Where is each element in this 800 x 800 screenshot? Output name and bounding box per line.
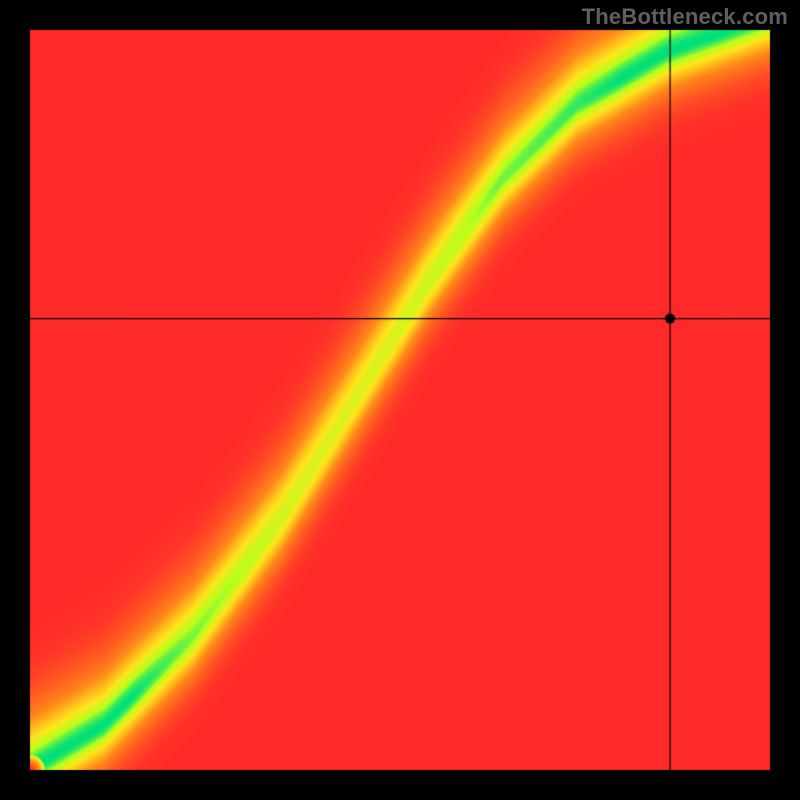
watermark-text: TheBottleneck.com: [582, 4, 788, 30]
bottleneck-heatmap: [0, 0, 800, 800]
